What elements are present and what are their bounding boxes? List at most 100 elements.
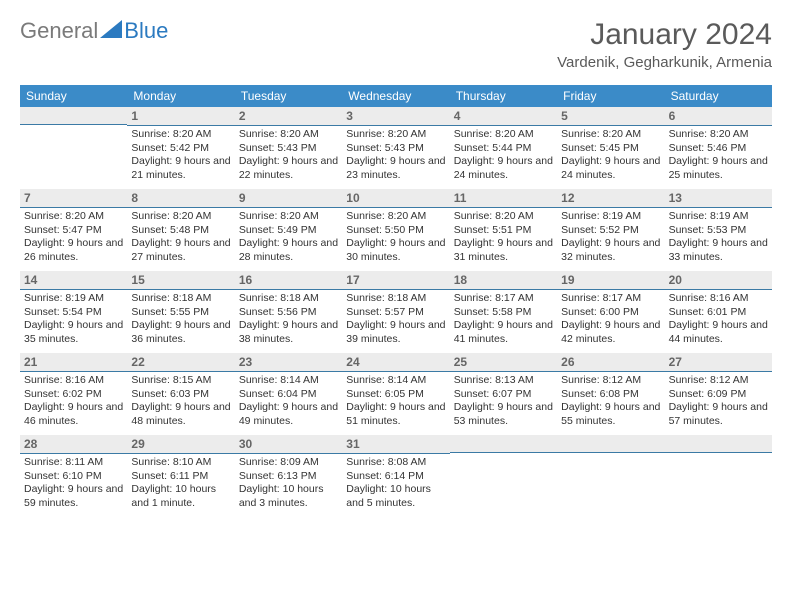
sunset-text: Sunset: 5:45 PM — [561, 142, 660, 156]
daylight-text: Daylight: 9 hours and 48 minutes. — [131, 401, 230, 428]
daylight-text: Daylight: 9 hours and 55 minutes. — [561, 401, 660, 428]
sunrise-text: Sunrise: 8:20 AM — [346, 210, 445, 224]
cell-body: Sunrise: 8:19 AMSunset: 5:53 PMDaylight:… — [665, 208, 772, 271]
sunrise-text: Sunrise: 8:08 AM — [346, 456, 445, 470]
calendar-cell: 15Sunrise: 8:18 AMSunset: 5:55 PMDayligh… — [127, 271, 234, 353]
calendar-cell: 14 Sunrise: 8:19 AMSunset: 5:54 PMDayligh… — [20, 271, 127, 353]
sunset-text: Sunset: 6:05 PM — [346, 388, 445, 402]
daylight-text: Daylight: 9 hours and 41 minutes. — [454, 319, 553, 346]
sunset-text: Sunset: 5:42 PM — [131, 142, 230, 156]
cell-body: Sunrise: 8:10 AMSunset: 6:11 PMDaylight:… — [127, 454, 234, 517]
day-number: 28 — [20, 435, 127, 454]
sunset-text: Sunset: 6:04 PM — [239, 388, 338, 402]
sunset-text: Sunset: 6:09 PM — [669, 388, 768, 402]
logo-text-1: General — [20, 18, 98, 44]
sunrise-text: Sunrise: 8:19 AM — [669, 210, 768, 224]
daylight-text: Daylight: 9 hours and 25 minutes. — [669, 155, 768, 182]
logo-triangle-icon — [100, 20, 122, 43]
calendar-cell — [450, 435, 557, 517]
calendar-cell: 29Sunrise: 8:10 AMSunset: 6:11 PMDayligh… — [127, 435, 234, 517]
daylight-text: Daylight: 9 hours and 24 minutes. — [454, 155, 553, 182]
daylight-text: Daylight: 9 hours and 35 minutes. — [24, 319, 123, 346]
calendar-cell: 12Sunrise: 8:19 AMSunset: 5:52 PMDayligh… — [557, 189, 664, 271]
day-number: 26 — [557, 353, 664, 372]
daylight-text: Daylight: 9 hours and 30 minutes. — [346, 237, 445, 264]
sunset-text: Sunset: 6:07 PM — [454, 388, 553, 402]
daylight-text: Daylight: 9 hours and 31 minutes. — [454, 237, 553, 264]
calendar-cell: 25Sunrise: 8:13 AMSunset: 6:07 PMDayligh… — [450, 353, 557, 435]
sunset-text: Sunset: 6:03 PM — [131, 388, 230, 402]
day-header: Monday — [127, 85, 234, 107]
sunset-text: Sunset: 6:14 PM — [346, 470, 445, 484]
sunrise-text: Sunrise: 8:18 AM — [239, 292, 338, 306]
calendar-cell: 18Sunrise: 8:17 AMSunset: 5:58 PMDayligh… — [450, 271, 557, 353]
day-number: 14 — [20, 271, 127, 290]
day-number: 6 — [665, 107, 772, 126]
sunrise-text: Sunrise: 8:20 AM — [239, 128, 338, 142]
cell-body: Sunrise: 8:17 AMSunset: 5:58 PMDaylight:… — [450, 290, 557, 353]
week-row: 1 Sunrise: 8:20 AM Sunset: 5:42 PM Daylight… — [20, 107, 772, 189]
sunset-text: Sunset: 5:46 PM — [669, 142, 768, 156]
cell-body: Sunrise: 8:20 AMSunset: 5:44 PMDaylight:… — [450, 126, 557, 189]
sunrise-text: Sunrise: 8:13 AM — [454, 374, 553, 388]
sunset-text: Sunset: 5:54 PM — [24, 306, 123, 320]
sunrise-text: Sunrise: 8:11 AM — [24, 456, 123, 470]
calendar: Sunday Monday Tuesday Wednesday Thursday… — [20, 85, 772, 517]
weeks-container: 1 Sunrise: 8:20 AM Sunset: 5:42 PM Daylight… — [20, 107, 772, 517]
day-number: 31 — [342, 435, 449, 454]
cell-body: Sunrise: 8:19 AMSunset: 5:52 PMDaylight:… — [557, 208, 664, 271]
day-number: 1 — [127, 107, 234, 126]
calendar-cell: 27Sunrise: 8:12 AMSunset: 6:09 PMDayligh… — [665, 353, 772, 435]
day-number: 18 — [450, 271, 557, 290]
sunset-text: Sunset: 5:53 PM — [669, 224, 768, 238]
page-header: General Blue January 2024 Vardenik, Gegh… — [20, 18, 772, 71]
calendar-cell — [557, 435, 664, 517]
cell-body: Sunrise: 8:18 AMSunset: 5:55 PMDaylight:… — [127, 290, 234, 353]
day-number: 22 — [127, 353, 234, 372]
sunrise-text: Sunrise: 8:20 AM — [561, 128, 660, 142]
cell-body: Sunrise: 8:18 AMSunset: 5:57 PMDaylight:… — [342, 290, 449, 353]
sunrise-text: Sunrise: 8:19 AM — [24, 292, 123, 306]
daylight-text: Daylight: 9 hours and 44 minutes. — [669, 319, 768, 346]
daylight-text: Daylight: 9 hours and 32 minutes. — [561, 237, 660, 264]
sunrise-text: Sunrise: 8:20 AM — [131, 210, 230, 224]
calendar-cell: 16Sunrise: 8:18 AMSunset: 5:56 PMDayligh… — [235, 271, 342, 353]
sunrise-text: Sunrise: 8:19 AM — [561, 210, 660, 224]
daylight-text: Daylight: 9 hours and 22 minutes. — [239, 155, 338, 182]
day-header: Friday — [557, 85, 664, 107]
sunset-text: Sunset: 6:01 PM — [669, 306, 768, 320]
day-header: Tuesday — [235, 85, 342, 107]
calendar-cell — [665, 435, 772, 517]
sunset-text: Sunset: 5:50 PM — [346, 224, 445, 238]
sunrise-text: Sunrise: 8:20 AM — [454, 210, 553, 224]
daylight-text: Daylight: 9 hours and 27 minutes. — [131, 237, 230, 264]
sunrise-text: Sunrise: 8:20 AM — [346, 128, 445, 142]
cell-body: Sunrise: 8:20 AMSunset: 5:47 PMDaylight:… — [20, 208, 127, 271]
daylight-text: Daylight: 9 hours and 49 minutes. — [239, 401, 338, 428]
calendar-cell: 13Sunrise: 8:19 AMSunset: 5:53 PMDayligh… — [665, 189, 772, 271]
sunrise-text: Sunrise: 8:16 AM — [24, 374, 123, 388]
cell-body: Sunrise: 8:20 AMSunset: 5:45 PMDaylight:… — [557, 126, 664, 189]
days-header: Sunday Monday Tuesday Wednesday Thursday… — [20, 85, 772, 107]
cell-body: Sunrise: 8:20 AMSunset: 5:43 PMDaylight:… — [342, 126, 449, 189]
logo: General Blue — [20, 18, 168, 44]
day-number: 20 — [665, 271, 772, 290]
sunrise-text: Sunrise: 8:09 AM — [239, 456, 338, 470]
daylight-text: Daylight: 9 hours and 51 minutes. — [346, 401, 445, 428]
calendar-cell — [20, 107, 127, 189]
calendar-cell: 11Sunrise: 8:20 AMSunset: 5:51 PMDayligh… — [450, 189, 557, 271]
cell-body: Sunrise: 8:16 AMSunset: 6:01 PMDaylight:… — [665, 290, 772, 353]
cell-body: Sunrise: 8:18 AMSunset: 5:56 PMDaylight:… — [235, 290, 342, 353]
sunrise-text: Sunrise: 8:20 AM — [454, 128, 553, 142]
sunset-text: Sunset: 5:56 PM — [239, 306, 338, 320]
week-row: 7Sunrise: 8:20 AMSunset: 5:47 PMDaylight… — [20, 189, 772, 271]
day-header: Wednesday — [342, 85, 449, 107]
sunrise-text: Sunrise: 8:12 AM — [669, 374, 768, 388]
day-number: 29 — [127, 435, 234, 454]
calendar-cell: 19Sunrise: 8:17 AMSunset: 6:00 PMDayligh… — [557, 271, 664, 353]
day-number: 21 — [20, 353, 127, 372]
sunset-text: Sunset: 5:57 PM — [346, 306, 445, 320]
daylight-text: Daylight: 9 hours and 42 minutes. — [561, 319, 660, 346]
sunrise-text: Sunrise: 8:10 AM — [131, 456, 230, 470]
cell-body: Sunrise: 8:13 AMSunset: 6:07 PMDaylight:… — [450, 372, 557, 435]
